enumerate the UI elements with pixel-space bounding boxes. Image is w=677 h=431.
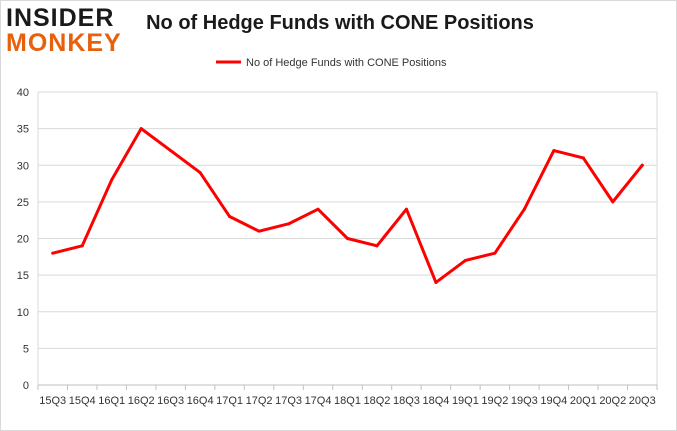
y-tick-label: 40 [17, 87, 29, 99]
data-point [611, 200, 615, 204]
data-point [581, 156, 585, 160]
data-point [169, 149, 173, 153]
y-tick-label: 10 [17, 307, 29, 319]
data-point [257, 229, 261, 233]
y-tick-label: 25 [17, 197, 29, 209]
chart-title: No of Hedge Funds with CONE Positions [146, 12, 534, 34]
x-tick-label: 17Q4 [305, 395, 332, 407]
data-point [110, 178, 114, 182]
x-tick-label: 19Q3 [511, 395, 538, 407]
data-point [316, 207, 320, 211]
x-tick-label: 17Q3 [275, 395, 302, 407]
x-tick-label: 16Q3 [157, 395, 184, 407]
data-point [375, 244, 379, 248]
data-point [434, 280, 438, 284]
x-tick-label: 19Q1 [452, 395, 479, 407]
y-tick-label: 20 [17, 234, 29, 246]
x-tick-label: 20Q2 [599, 395, 626, 407]
data-point [552, 149, 556, 153]
data-point [640, 163, 644, 167]
data-point [346, 237, 349, 240]
data-point [522, 207, 526, 211]
data-point [228, 215, 232, 219]
x-tick-label: 20Q1 [570, 395, 597, 407]
legend: No of Hedge Funds with CONE Positions [216, 57, 447, 69]
x-tick-label: 16Q4 [187, 395, 214, 407]
x-tick-label: 19Q2 [481, 395, 508, 407]
data-point [404, 207, 408, 211]
x-tick-label: 17Q1 [216, 395, 243, 407]
x-axis: 15Q3 15Q4 16Q1 16Q2 16Q3 16Q4 17Q1 17Q2 17Q3 17Q4… [37, 384, 658, 407]
data-point [493, 251, 497, 255]
data-point [139, 127, 143, 131]
x-tick-label: 15Q4 [69, 395, 96, 407]
y-tick-label: 15 [17, 270, 29, 282]
data-point [287, 222, 291, 226]
y-tick-label: 5 [23, 343, 29, 355]
y-tick-label: 35 [17, 124, 29, 136]
x-tick-label: 19Q4 [540, 395, 567, 407]
data-point [80, 244, 84, 248]
x-tick-label: 17Q2 [246, 395, 273, 407]
y-axis: 0 5 10 15 20 25 30 35 40 [17, 87, 29, 392]
x-tick-label: 16Q2 [128, 395, 155, 407]
x-tick-label: 20Q3 [629, 395, 656, 407]
x-tick-label: 16Q1 [98, 395, 125, 407]
series-layer [51, 127, 644, 284]
logo-line1: INSIDER [6, 4, 115, 32]
legend-label: No of Hedge Funds with CONE Positions [246, 57, 447, 69]
insider-monkey-logo: INSIDER MONKEY [6, 4, 126, 56]
data-point [198, 171, 202, 175]
x-tick-label: 18Q3 [393, 395, 420, 407]
y-tick-label: 30 [17, 160, 29, 172]
data-point [463, 258, 467, 262]
data-point [51, 251, 55, 255]
y-tick-label: 0 [23, 380, 29, 392]
x-tick-label: 18Q2 [364, 395, 391, 407]
x-tick-label: 15Q3 [39, 395, 66, 407]
x-tick-label: 18Q4 [422, 395, 449, 407]
logo-line2: MONKEY [6, 29, 122, 57]
x-tick-label: 18Q1 [334, 395, 361, 407]
